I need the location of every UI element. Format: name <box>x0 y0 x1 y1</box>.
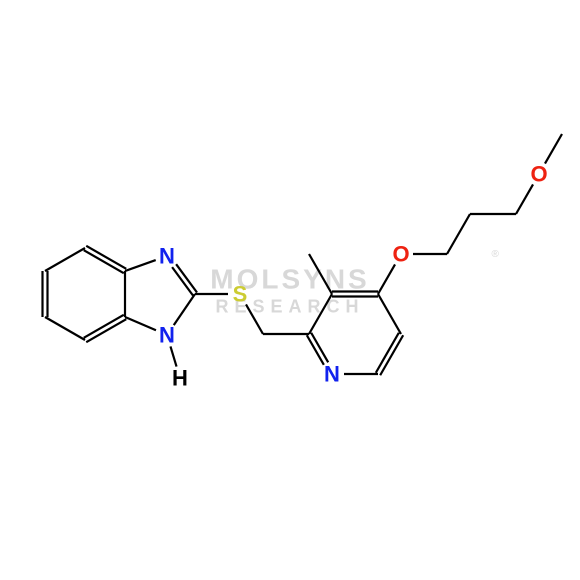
atom-o-19: O <box>392 242 409 267</box>
bonds-layer <box>43 134 563 375</box>
atoms-layer: NNHSNOO <box>159 162 548 391</box>
atom-h-9: H <box>172 366 188 391</box>
atom-s-10: S <box>233 282 248 307</box>
atom-o-23: O <box>530 162 547 187</box>
atom-n-8: N <box>159 244 175 269</box>
molecule-diagram: NNHSNOO <box>0 0 580 580</box>
atom-n-6: N <box>159 323 175 348</box>
atom-n-13: N <box>324 362 340 387</box>
